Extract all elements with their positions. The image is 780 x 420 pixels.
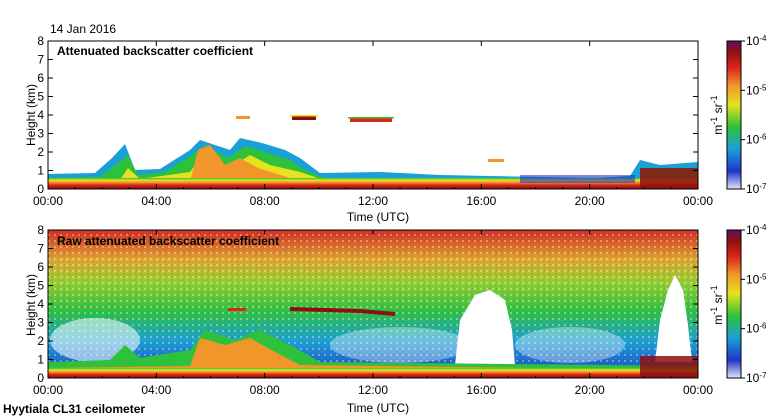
y-tick-label: 8 <box>37 34 44 48</box>
colorbar-tick-label: 10-4 <box>746 223 767 238</box>
x-axis-label-raw: Time (UTC) <box>347 401 409 415</box>
heatmap-raw <box>48 230 698 378</box>
low-signal-area-early <box>50 318 140 362</box>
y-tick-label: 2 <box>37 334 44 348</box>
x-tick-label: 12:00 <box>358 194 388 208</box>
x-tick-label: 08:00 <box>250 383 280 397</box>
gap-2230 <box>655 275 692 362</box>
evening-dense-layer <box>640 168 698 189</box>
y-tick-label: 0 <box>37 182 44 196</box>
y-tick-label: 5 <box>37 90 44 104</box>
x-tick-label: 20:00 <box>575 383 605 397</box>
low-signal-band <box>520 175 635 183</box>
colorbar-top: 10-4 10-5 10-6 10-7 m-1 sr-1 <box>709 34 767 197</box>
y-tick-label: 1 <box>37 164 44 178</box>
colorbar-unit-bottom: m-1 sr-1 <box>709 285 725 324</box>
panel-attenuated: Attenuated backscatter coefficient Time … <box>24 34 713 224</box>
panel-title-attenuated: Attenuated backscatter coefficient <box>57 44 253 58</box>
x-tick-label: 04:00 <box>141 383 171 397</box>
panel-raw: Raw attenuated backscatter coefficient T… <box>24 223 713 415</box>
y-tick-label: 8 <box>37 223 44 237</box>
colorbar-unit-top: m-1 sr-1 <box>709 95 725 134</box>
colorbar-tick-label: 10-4 <box>746 34 767 49</box>
x-tick-label: 00:00 <box>33 383 63 397</box>
colorbar-gradient-bottom <box>726 229 742 379</box>
y-tick-label: 3 <box>37 127 44 141</box>
colorbar-tick-label: 10-5 <box>746 272 767 287</box>
x-tick-label: 12:00 <box>358 383 388 397</box>
colorbar-gradient-top <box>726 40 742 190</box>
y-tick-label: 4 <box>37 108 44 122</box>
y-tick-label: 1 <box>37 353 44 367</box>
y-axis-label-attenuated: Height (km) <box>24 84 38 146</box>
raw-evening-dense-layer <box>640 356 698 378</box>
x-tick-label: 08:00 <box>250 194 280 208</box>
y-tick-label: 4 <box>37 297 44 311</box>
low-signal-area-evening <box>515 327 625 363</box>
y-tick-label: 5 <box>37 279 44 293</box>
cloud-layer-0900-edge <box>290 115 318 117</box>
x-tick-label: 00:00 <box>33 194 63 208</box>
raw-cloud-fragment-0700 <box>228 308 246 311</box>
cloud-layer-1200 <box>350 118 392 122</box>
x-tick-label: 04:00 <box>141 194 171 208</box>
colorbar-tick-label: 10-7 <box>746 182 767 197</box>
raw-cloud-layer <box>289 307 396 316</box>
colorbar-tick-label: 10-6 <box>746 321 767 336</box>
x-tick-label: 16:00 <box>466 194 496 208</box>
heatmap-attenuated <box>48 41 698 189</box>
y-tick-label: 2 <box>37 145 44 159</box>
colorbar-tick-label: 10-6 <box>746 132 767 147</box>
y-tick-label: 3 <box>37 316 44 330</box>
panel-title-raw: Raw attenuated backscatter coefficient <box>57 234 279 248</box>
colorbar-tick-label: 10-7 <box>746 371 767 386</box>
y-axis-label-raw: Height (km) <box>24 274 38 336</box>
date-label: 14 Jan 2016 <box>50 22 116 36</box>
x-axis-label-attenuated: Time (UTC) <box>347 210 409 224</box>
gap-1600 <box>455 290 515 365</box>
cloud-layer-0900 <box>292 116 316 120</box>
axis-ticks-raw: 00:00 04:00 08:00 12:00 16:00 20:00 00:0001234… <box>33 223 713 397</box>
low-signal-area-midday <box>330 327 470 363</box>
axis-ticks-attenuated: 00:00 04:00 08:00 12:00 16:00 20:00 00:0001234… <box>33 34 713 208</box>
y-tick-label: 6 <box>37 71 44 85</box>
colorbar-bottom: 10-4 10-5 10-6 10-7 m-1 sr-1 <box>709 223 767 386</box>
x-tick-label: 20:00 <box>575 194 605 208</box>
cloud-fragment-1615 <box>488 159 504 162</box>
x-tick-label: 00:00 <box>683 194 713 208</box>
x-tick-label: 00:00 <box>683 383 713 397</box>
y-tick-label: 7 <box>37 53 44 67</box>
y-tick-label: 7 <box>37 242 44 256</box>
instrument-label: Hyytiala CL31 ceilometer <box>3 402 145 416</box>
colorbar-tick-label: 10-5 <box>746 83 767 98</box>
y-tick-label: 0 <box>37 371 44 385</box>
cloud-layer-1200-edge <box>348 117 394 119</box>
x-tick-label: 16:00 <box>466 383 496 397</box>
y-tick-label: 6 <box>37 260 44 274</box>
cloud-layer-0730 <box>236 116 250 119</box>
surface-layer <box>48 178 698 189</box>
